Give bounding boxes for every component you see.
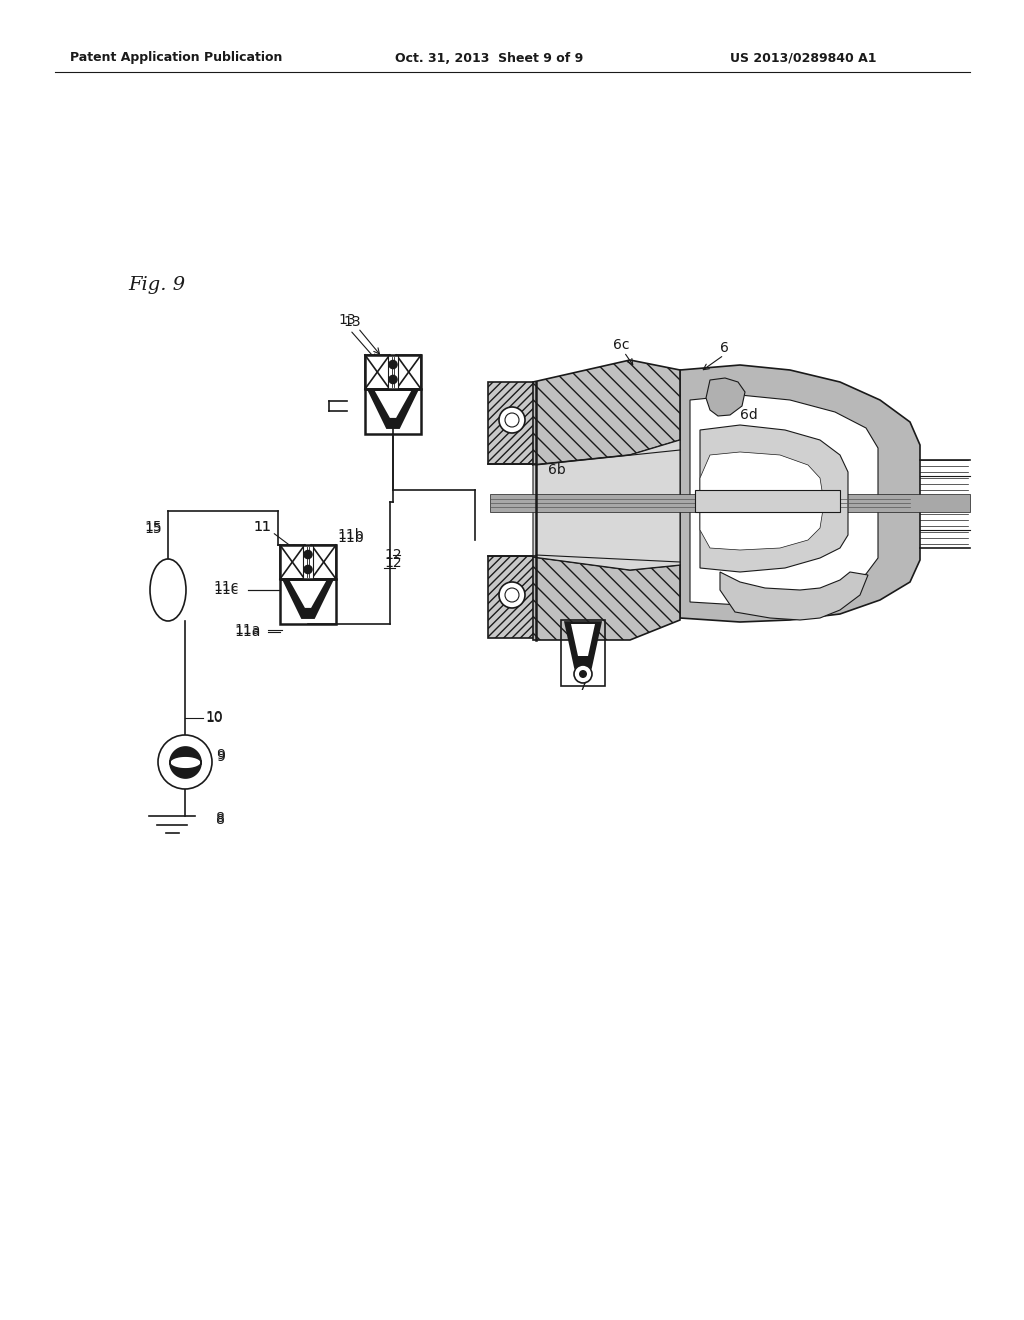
- Text: Patent Application Publication: Patent Application Publication: [70, 51, 283, 65]
- Text: 11a: 11a: [234, 623, 260, 638]
- Polygon shape: [368, 389, 418, 428]
- Circle shape: [505, 413, 519, 426]
- Polygon shape: [706, 378, 745, 416]
- Polygon shape: [534, 557, 680, 640]
- Polygon shape: [700, 451, 824, 550]
- Circle shape: [499, 582, 525, 609]
- Circle shape: [304, 565, 312, 574]
- Text: 6e: 6e: [805, 543, 822, 557]
- Text: 11b: 11b: [337, 528, 364, 543]
- Text: 6: 6: [720, 341, 729, 355]
- Text: 6c: 6c: [613, 338, 630, 352]
- Text: 12: 12: [384, 548, 401, 562]
- Text: 11a: 11a: [234, 624, 260, 639]
- Circle shape: [579, 671, 587, 678]
- Text: 6d: 6d: [740, 408, 758, 422]
- Text: 9: 9: [216, 750, 225, 764]
- Polygon shape: [720, 572, 868, 620]
- Polygon shape: [571, 624, 595, 656]
- Text: 10: 10: [205, 710, 222, 723]
- Text: 13: 13: [338, 313, 355, 327]
- Bar: [280, 545, 336, 579]
- Text: 10: 10: [205, 711, 222, 725]
- Text: 15: 15: [144, 520, 162, 535]
- Text: 11c: 11c: [213, 579, 239, 594]
- Bar: [365, 389, 421, 434]
- Bar: [280, 545, 305, 579]
- Polygon shape: [680, 366, 920, 622]
- Polygon shape: [290, 581, 326, 609]
- Polygon shape: [565, 622, 601, 668]
- Polygon shape: [375, 391, 412, 418]
- Text: Oct. 31, 2013  Sheet 9 of 9: Oct. 31, 2013 Sheet 9 of 9: [395, 51, 584, 65]
- Text: 8: 8: [216, 813, 225, 828]
- Circle shape: [158, 735, 212, 789]
- Polygon shape: [283, 579, 333, 618]
- Text: 6f: 6f: [752, 471, 766, 484]
- Bar: [365, 355, 390, 389]
- Bar: [396, 355, 421, 389]
- Circle shape: [499, 407, 525, 433]
- Circle shape: [304, 550, 312, 558]
- Text: 11: 11: [253, 520, 270, 535]
- Circle shape: [505, 587, 519, 602]
- Text: 8: 8: [216, 810, 225, 825]
- Bar: [561, 620, 605, 686]
- Text: 9: 9: [216, 748, 225, 762]
- Circle shape: [389, 360, 397, 368]
- Circle shape: [389, 375, 397, 384]
- Text: 11: 11: [253, 520, 270, 535]
- Circle shape: [574, 665, 592, 682]
- Text: Fig. 9: Fig. 9: [128, 276, 185, 294]
- Bar: [488, 381, 536, 465]
- Polygon shape: [534, 360, 680, 465]
- Text: 7: 7: [579, 678, 588, 693]
- Text: 13: 13: [343, 315, 360, 329]
- Polygon shape: [690, 395, 878, 605]
- Ellipse shape: [150, 558, 186, 620]
- Bar: [280, 579, 336, 624]
- Text: US 2013/0289840 A1: US 2013/0289840 A1: [730, 51, 877, 65]
- Polygon shape: [534, 440, 680, 570]
- Bar: [311, 545, 336, 579]
- Text: 12: 12: [384, 556, 401, 570]
- Polygon shape: [700, 425, 848, 572]
- Bar: [303, 545, 313, 579]
- Text: 11c: 11c: [213, 583, 239, 597]
- Bar: [488, 556, 536, 638]
- Text: 15: 15: [144, 521, 162, 536]
- Bar: [365, 355, 421, 389]
- Bar: [388, 355, 398, 389]
- Text: 11b: 11b: [337, 531, 364, 545]
- Bar: [490, 494, 970, 512]
- Bar: [695, 490, 840, 512]
- Text: 6b: 6b: [548, 463, 565, 477]
